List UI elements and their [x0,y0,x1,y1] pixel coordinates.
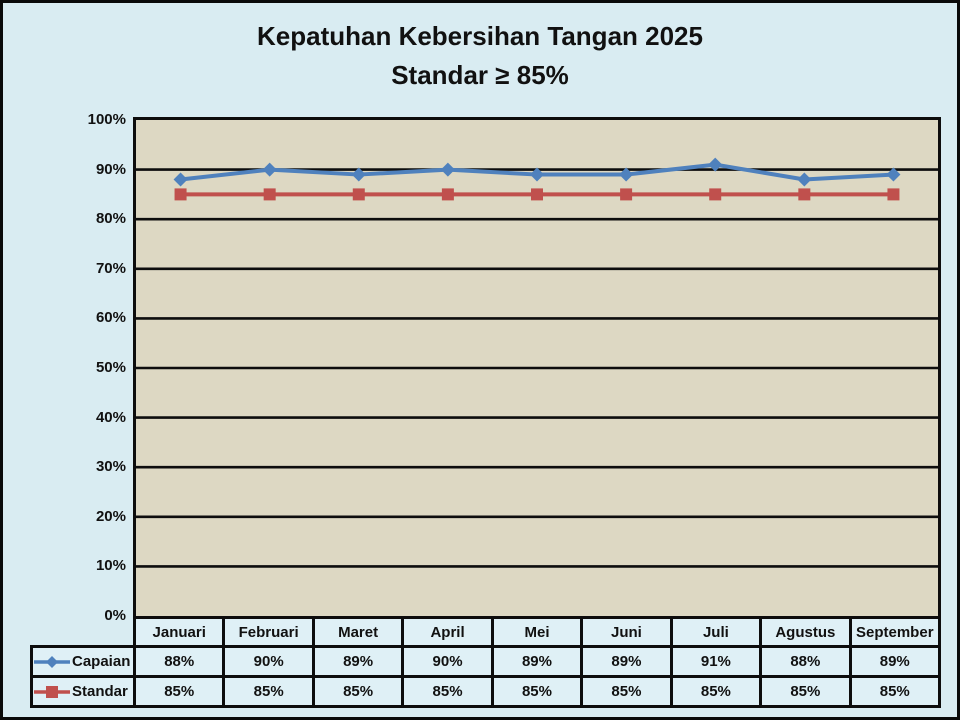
value-cell-standar: 85% [404,678,491,705]
diamond-marker [440,162,455,177]
month-header-row: Januari Februari Maret April Mei Juni Juli Agus… [133,616,941,648]
month-header-cell: Februari [225,619,312,645]
square-marker [887,188,900,201]
value-cell-capaian: 89% [314,648,402,675]
y-tick-label: 100% [87,111,126,128]
diamond-marker [886,167,901,182]
value-cell-standar: 85% [583,678,670,705]
value-cell-standar: 85% [136,678,223,705]
diamond-marker [619,167,634,182]
chart-title-line2: Standar ≥ 85% [391,60,569,90]
diamond-marker [351,167,366,182]
legend-label: Standar [72,683,128,700]
month-header-cell: Juni [583,619,670,645]
y-tick-label: 60% [95,309,126,327]
legend-key-standar: Standar [33,678,133,705]
value-cell-standar: 85% [762,678,849,705]
chart-title: Kepatuhan Kebersihan Tangan 2025 Standar… [3,17,957,95]
data-table: Capaian 88% 90% 89% 90% 89% 89% 91% 88% 89% Standa… [30,645,941,708]
square-marker [620,188,633,201]
value-cell-standar: 85% [493,678,581,705]
value-cell-standar: 85% [672,678,760,705]
value-cell-capaian: 89% [493,648,581,675]
value-cell-capaian: 88% [136,648,223,675]
square-marker [441,188,454,201]
square-marker [352,188,365,201]
diamond-marker [530,167,544,182]
value-cell-capaian: 91% [672,648,760,675]
value-cell-standar: 85% [225,678,312,705]
y-tick-label: 90% [95,160,126,178]
y-tick-label: 20% [95,507,126,525]
square-marker [531,188,543,201]
value-cell-standar: 85% [851,678,938,705]
square-marker [798,188,811,201]
diamond-marker [173,172,188,187]
y-tick-label: 70% [95,259,126,277]
square-marker [263,188,276,201]
diamond-marker [262,162,277,177]
value-cell-capaian: 90% [404,648,491,675]
y-tick-label: 40% [95,408,126,426]
legend-key-capaian: Capaian [33,648,133,675]
month-header-cell: Agustus [762,619,849,645]
month-header-cell: April [404,619,491,645]
y-tick-label: 80% [95,210,126,228]
square-marker [174,188,187,201]
value-cell-capaian: 89% [583,648,670,675]
y-tick-label: 10% [95,557,126,575]
month-header-cell: September [851,619,938,645]
value-cell-capaian: 88% [762,648,849,675]
y-tick-label: 50% [95,359,126,376]
y-tick-label: 0% [104,607,126,624]
month-header-cell: Januari [136,619,223,645]
month-header-cell: Mei [493,619,581,645]
plot-area [133,117,941,619]
y-tick-label: 30% [95,458,126,476]
month-header-cell: Maret [314,619,402,645]
square-marker [709,188,722,201]
chart-title-line1: Kepatuhan Kebersihan Tangan 2025 [257,21,703,51]
square-legend-icon [34,685,70,698]
legend-label: Capaian [72,653,131,670]
value-cell-capaian: 89% [851,648,938,675]
value-cell-capaian: 90% [225,648,312,675]
diamond-marker [797,172,812,187]
diamond-marker [708,157,723,172]
diamond-legend-icon [34,655,70,668]
series-plot [136,157,938,568]
value-cell-standar: 85% [314,678,402,705]
month-header-cell: Juli [672,619,760,645]
